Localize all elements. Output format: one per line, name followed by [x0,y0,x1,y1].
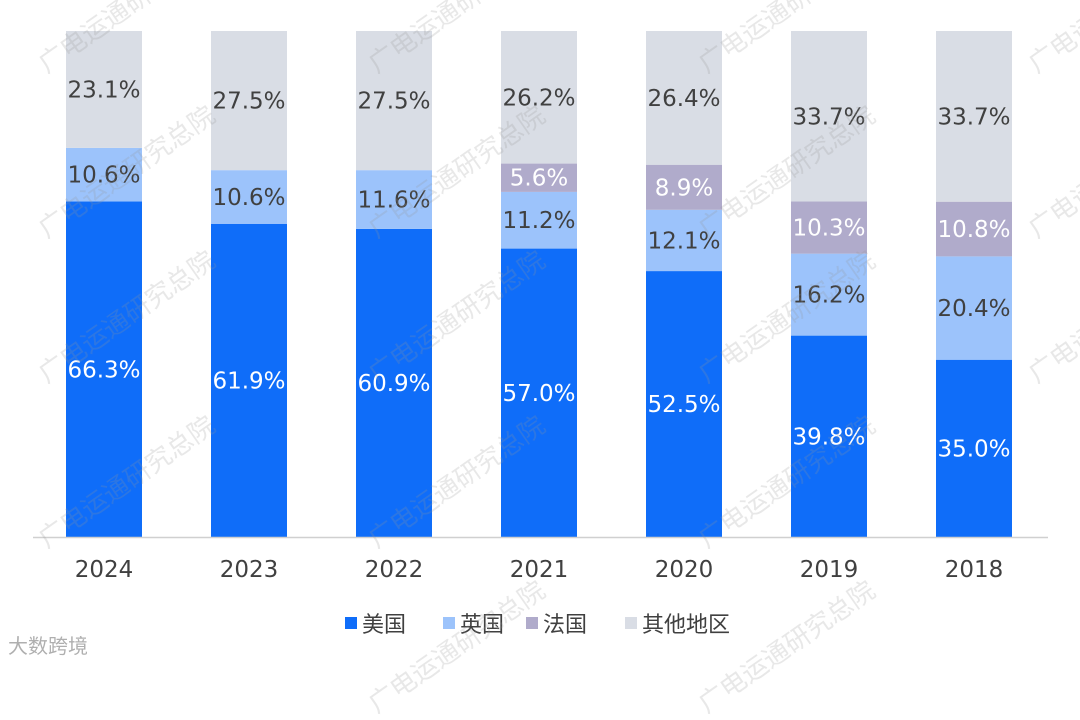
data-label: 52.5% [647,392,720,418]
data-label: 16.2% [792,283,865,309]
x-tick-label: 2024 [75,557,134,583]
data-labels-group: 66.3% 10.6% 23.1% 61.9% 10.6% 27.5% 60.9% 11.6%… [67,77,1010,462]
bar-segment [936,31,1012,202]
data-label: 23.1% [67,77,140,103]
data-label: 61.9% [212,368,285,394]
bar-segment [646,164,722,210]
bar-segment [211,170,287,224]
bar-segment [356,228,432,537]
bar-segment [646,271,722,537]
x-tick-label: 2023 [220,557,279,583]
legend-label: 英国 [460,613,504,638]
legend-label: 美国 [362,613,406,638]
data-label: 26.2% [502,85,575,111]
data-label: 20.4% [937,296,1010,322]
data-label: 5.6% [510,166,568,192]
data-label: 33.7% [937,104,1010,130]
bars-group [66,31,1012,538]
legend-label: 法国 [543,613,587,638]
legend-label: 其他地区 [642,613,730,638]
data-label: 11.6% [357,188,430,214]
data-label: 27.5% [212,89,285,115]
data-label: 10.6% [212,185,285,211]
bar-segment [791,201,867,254]
bar-segment [66,147,142,202]
data-label: 10.3% [792,216,865,242]
data-label: 10.8% [937,217,1010,243]
bar-segment [501,248,577,537]
data-label: 8.9% [655,175,713,201]
bar-segment [501,163,577,192]
x-tick-label: 2019 [800,557,859,583]
data-label: 57.0% [502,381,575,407]
bar-segment [501,191,577,249]
bar-segment [356,31,432,171]
stacked-bar-chart: 2024 2023 2022 2021 2020 2019 2018 66.3% 10.6% 23… [33,31,1048,638]
data-label: 26.4% [647,86,720,112]
data-label: 10.6% [67,163,140,189]
data-label: 66.3% [67,357,140,383]
bar-segment [501,31,577,164]
chart-canvas: 2024 2023 2022 2021 2020 2019 2018 66.3% 10.6% 23… [33,31,1048,638]
legend: 美国 英国 法国 其他地区 [345,613,730,638]
bar-segment [936,256,1012,360]
data-label: 35.0% [937,436,1010,462]
bar-segment [791,335,867,537]
bar-segment [66,201,142,537]
x-tick-label: 2018 [945,557,1004,583]
bar-segment [356,170,432,229]
legend-swatch [625,617,637,629]
data-label: 33.7% [792,104,865,130]
legend-swatch [345,617,357,629]
legend-swatch [526,617,538,629]
data-label: 11.2% [502,208,575,234]
bar-segment [936,359,1012,537]
bar-segment [936,201,1012,257]
bar-segment [211,31,287,171]
bar-segment [211,223,287,538]
data-label: 39.8% [792,424,865,450]
data-label: 12.1% [647,228,720,254]
x-tick-label: 2020 [655,557,714,583]
bar-segment [791,253,867,336]
data-label: 60.9% [357,371,430,397]
bar-segment [791,31,867,202]
x-tick-label: 2021 [510,557,569,583]
legend-swatch [443,617,455,629]
bar-segment [646,31,722,165]
bar-segment [646,209,722,272]
x-tick-label: 2022 [365,557,424,583]
bar-segment [66,31,142,148]
data-label: 27.5% [357,89,430,115]
